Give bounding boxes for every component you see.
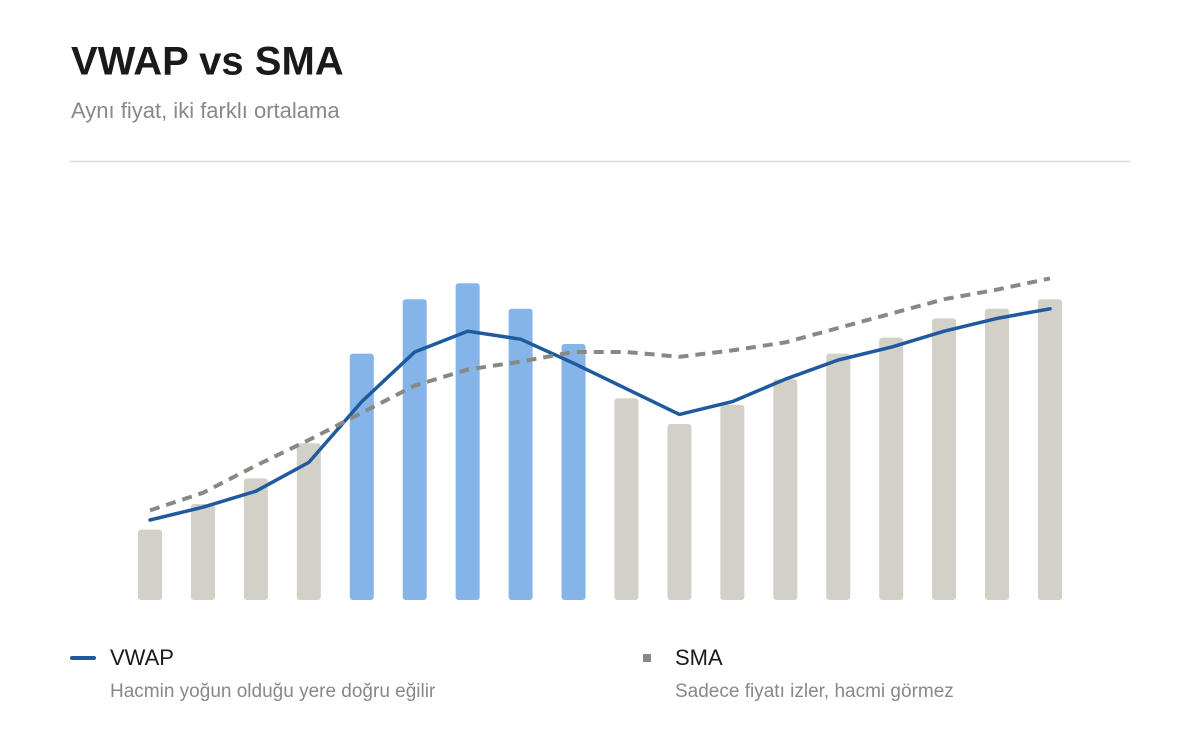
volume-bar	[985, 308, 1010, 600]
line-vwap	[148, 307, 1052, 522]
legend-description: Hacmin yoğun olduğu yere doğru eğilir	[110, 681, 436, 702]
legend-description: Sadece fiyatı izler, hacmi görmez	[675, 681, 954, 702]
volume-bar	[190, 504, 215, 600]
volume-bar	[243, 478, 268, 600]
volume-bar	[561, 344, 586, 600]
volume-bar	[826, 353, 851, 600]
volume-bar	[138, 529, 162, 600]
volume-bar	[349, 353, 374, 600]
volume-bar	[455, 283, 480, 600]
volume-bar	[932, 318, 957, 600]
legend-label: VWAP	[110, 645, 174, 670]
volume-bar	[296, 443, 321, 600]
volume-bar	[402, 299, 427, 600]
volume-bar	[879, 337, 904, 600]
line-sma	[149, 276, 1051, 513]
legend-icon	[643, 654, 651, 662]
legend-label: SMA	[675, 645, 723, 670]
chart-title: VWAP vs SMA	[71, 40, 344, 84]
volume-bar	[508, 308, 533, 600]
volume-bar	[667, 424, 692, 600]
volume-bar	[1038, 299, 1062, 600]
volume-bar	[614, 398, 639, 600]
volume-bar	[773, 379, 798, 600]
chart-subtitle: Aynı fiyat, iki farklı ortalama	[71, 98, 340, 123]
volume-bar	[720, 404, 745, 600]
